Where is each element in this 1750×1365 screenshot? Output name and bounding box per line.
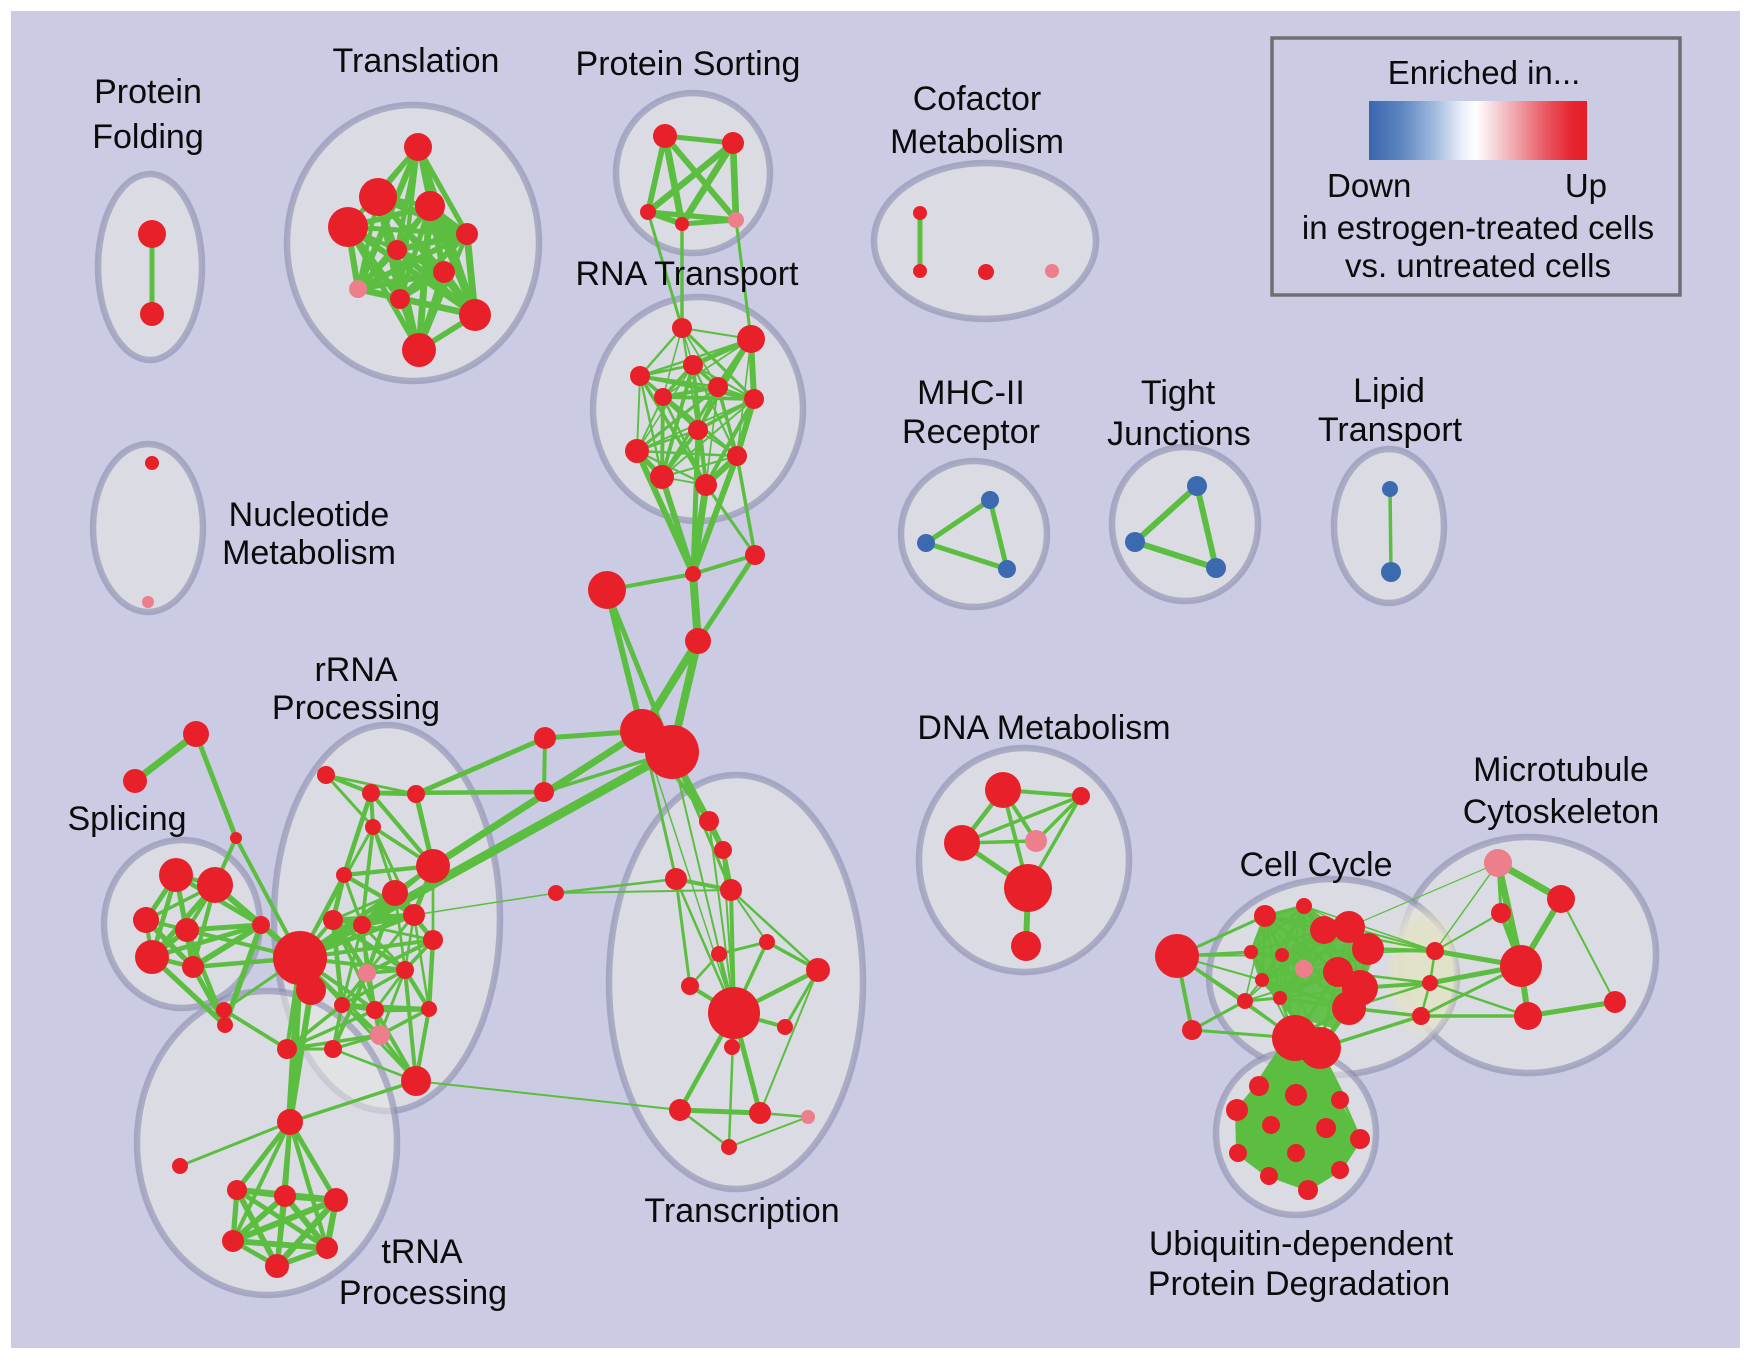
svg-text:Down: Down xyxy=(1327,167,1411,204)
svg-text:tRNA: tRNA xyxy=(381,1233,463,1271)
svg-text:DNA Metabolism: DNA Metabolism xyxy=(917,709,1170,747)
svg-text:Protein Sorting: Protein Sorting xyxy=(576,45,801,83)
svg-text:RNA Transport: RNA Transport xyxy=(576,255,800,293)
svg-text:Ubiquitin-dependent: Ubiquitin-dependent xyxy=(1149,1225,1454,1263)
svg-text:MHC-II: MHC-II xyxy=(917,374,1025,412)
svg-text:Processing: Processing xyxy=(339,1274,507,1312)
svg-text:rRNA: rRNA xyxy=(314,651,397,689)
svg-text:Cell Cycle: Cell Cycle xyxy=(1239,846,1392,884)
svg-text:Cytoskeleton: Cytoskeleton xyxy=(1463,793,1660,831)
svg-text:in estrogen-treated cells: in estrogen-treated cells xyxy=(1302,209,1654,246)
svg-text:Protein: Protein xyxy=(94,73,202,111)
svg-text:Processing: Processing xyxy=(272,689,440,727)
svg-text:Tight: Tight xyxy=(1141,374,1216,412)
svg-text:Transport: Transport xyxy=(1318,411,1463,449)
svg-text:Up: Up xyxy=(1565,167,1607,204)
svg-text:Protein Degradation: Protein Degradation xyxy=(1148,1265,1450,1303)
svg-text:Cofactor: Cofactor xyxy=(913,80,1042,118)
svg-text:Enriched in...: Enriched in... xyxy=(1388,54,1581,91)
svg-text:Microtubule: Microtubule xyxy=(1473,751,1649,789)
svg-text:Receptor: Receptor xyxy=(902,413,1040,451)
svg-text:vs. untreated cells: vs. untreated cells xyxy=(1345,247,1611,284)
svg-text:Transcription: Transcription xyxy=(644,1192,839,1230)
svg-text:Lipid: Lipid xyxy=(1353,372,1425,410)
svg-text:Metabolism: Metabolism xyxy=(222,534,396,572)
svg-text:Nucleotide: Nucleotide xyxy=(229,496,390,534)
svg-text:Folding: Folding xyxy=(92,118,204,156)
svg-text:Splicing: Splicing xyxy=(67,800,186,838)
svg-text:Metabolism: Metabolism xyxy=(890,123,1064,161)
svg-text:Junctions: Junctions xyxy=(1107,415,1251,453)
svg-text:Translation: Translation xyxy=(333,42,500,80)
